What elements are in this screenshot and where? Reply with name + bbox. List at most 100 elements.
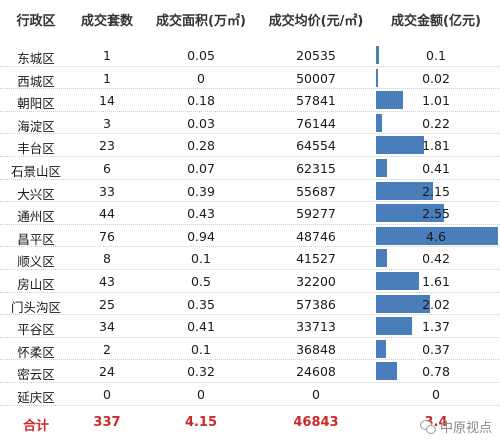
- units-cell: 2: [103, 341, 111, 357]
- table-row: 门头沟区 25 0.35 57386 2.02: [0, 293, 500, 316]
- row-divider: [0, 156, 500, 157]
- area-cell: 0.41: [187, 319, 215, 335]
- header-area: 成交面积(万㎡): [156, 14, 246, 29]
- amount-cell: 2.55: [422, 206, 450, 222]
- district-cell: 延庆区: [17, 390, 55, 405]
- watermark-text: 中原视点: [439, 421, 492, 436]
- district-cell: 顺义区: [17, 254, 55, 270]
- area-cell: 0: [197, 70, 205, 86]
- amount-bar: [376, 226, 498, 245]
- row-divider: [0, 201, 500, 203]
- price-cell: 57386: [296, 296, 336, 312]
- amount-bar: [376, 113, 382, 132]
- amount-cell: 4.6: [426, 228, 446, 244]
- area-cell: 0.05: [187, 48, 215, 63]
- amount-cell: 0: [432, 387, 440, 402]
- area-cell: 0.5: [191, 274, 211, 289]
- amount-bar: [376, 317, 413, 336]
- area-cell: 0.39: [187, 183, 215, 199]
- amount-bar: [376, 91, 403, 110]
- row-divider: [0, 223, 500, 225]
- table-row: 密云区 24 0.32 24608 0.78: [0, 360, 500, 383]
- header-price: 成交均价(元/㎡): [268, 14, 364, 29]
- units-cell: 23: [99, 138, 115, 154]
- amount-bar: [376, 68, 378, 87]
- watermark: 中原视点: [419, 417, 492, 436]
- amount-cell: 1.81: [422, 138, 450, 154]
- amount-cell: 1.37: [422, 319, 450, 335]
- district-cell: 昌平区: [17, 231, 55, 247]
- amount-bar: [376, 204, 444, 223]
- area-cell: 0.43: [187, 206, 215, 222]
- table-row: 朝阳区 14 0.18 57841 1.01: [0, 89, 500, 112]
- row-divider: [0, 110, 500, 112]
- amount-bar: [376, 159, 387, 177]
- price-cell: 33713: [296, 319, 336, 335]
- table-row: 延庆区 0 0 0 0: [0, 383, 500, 406]
- row-divider: [0, 336, 500, 338]
- table-row: 怀柔区 2 0.1 36848 0.37: [0, 338, 500, 361]
- area-cell: 0.1: [191, 251, 211, 267]
- price-cell: 57841: [296, 93, 336, 109]
- total-area: 4.15: [184, 415, 218, 430]
- amount-cell: 0.42: [422, 251, 450, 267]
- units-cell: 25: [99, 296, 115, 312]
- price-cell: 76144: [296, 115, 336, 131]
- row-divider: [0, 359, 500, 361]
- header-amount: 成交金额(亿元): [391, 14, 481, 29]
- amount-bar: [376, 339, 386, 358]
- price-cell: 50007: [296, 70, 336, 86]
- table-row: 丰台区 23 0.28 64554 1.81: [0, 134, 500, 157]
- units-cell: 3: [103, 115, 111, 131]
- row-divider: [0, 88, 500, 90]
- price-cell: 59277: [296, 206, 336, 222]
- units-cell: 33: [99, 183, 115, 199]
- district-cell: 朝阳区: [17, 96, 55, 112]
- table-row: 顺义区 8 0.1 41527 0.42: [0, 247, 500, 270]
- district-cell: 通州区: [17, 209, 55, 225]
- header-district: 行政区: [16, 14, 56, 29]
- table-row: 通州区 44 0.43 59277 2.55: [0, 202, 500, 225]
- row-divider: [0, 269, 500, 270]
- price-cell: 20535: [296, 48, 336, 63]
- price-cell: 24608: [296, 364, 336, 380]
- amount-bar: [376, 362, 397, 381]
- units-cell: 1: [103, 70, 111, 86]
- district-cell: 东城区: [17, 51, 55, 66]
- amount-cell: 2.02: [422, 296, 450, 312]
- amount-cell: 1.01: [422, 93, 450, 109]
- district-cell: 西城区: [17, 73, 55, 89]
- area-cell: 0.03: [187, 115, 215, 131]
- amount-cell: 0.1: [426, 48, 446, 63]
- amount-bar: [376, 249, 388, 268]
- amount-cell: 0.22: [422, 115, 450, 131]
- price-cell: 55687: [296, 183, 336, 199]
- amount-bar: [376, 272, 419, 290]
- header-units: 成交套数: [80, 14, 133, 29]
- amount-cell: 0.41: [422, 161, 450, 176]
- district-cell: 石景山区: [10, 164, 61, 179]
- row-divider: [0, 133, 500, 135]
- table-row: 海淀区 3 0.03 76144 0.22: [0, 112, 500, 135]
- area-cell: 0.28: [187, 138, 215, 154]
- row-divider: [0, 246, 500, 248]
- price-cell: 0: [312, 387, 320, 402]
- table-row: 西城区 1 0 50007 0.02: [0, 67, 500, 90]
- row-divider: [0, 382, 500, 383]
- amount-bar: [376, 46, 379, 64]
- price-cell: 64554: [296, 138, 336, 154]
- total-row: 合计 337 4.15 46843 3.4: [0, 407, 500, 437]
- amount-cell: 0.02: [422, 70, 450, 86]
- table-header: 行政区 成交套数 成交面积(万㎡) 成交均价(元/㎡) 成交金额(亿元): [0, 0, 500, 38]
- table-row: 石景山区 6 0.07 62315 0.41: [0, 157, 500, 180]
- price-cell: 32200: [296, 274, 336, 289]
- amount-cell: 2.15: [422, 183, 450, 199]
- table-row: 大兴区 33 0.39 55687 2.15: [0, 180, 500, 203]
- table-row: 东城区 1 0.05 20535 0.1: [0, 44, 500, 67]
- total-price: 46843: [293, 415, 339, 430]
- district-cell: 丰台区: [17, 141, 55, 157]
- district-cell: 房山区: [17, 277, 55, 292]
- units-cell: 34: [99, 319, 115, 335]
- units-cell: 14: [99, 93, 115, 109]
- units-cell: 8: [103, 251, 111, 267]
